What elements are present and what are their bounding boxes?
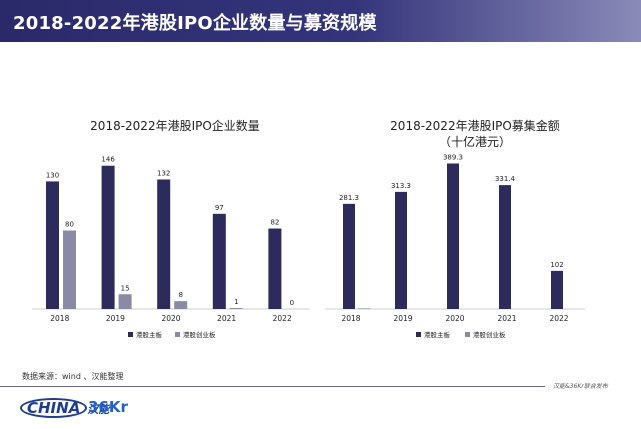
data-label-main-2022: 82 (270, 219, 279, 227)
data-label-main-2021: 331.4 (495, 175, 516, 183)
bar-main-2022 (268, 228, 282, 309)
chart2-subtitle: （十亿港元） (438, 135, 511, 149)
data-source-note: 数据来源：wind 、汉能整理 (22, 372, 124, 381)
legend-label-gem: 港股创业板 (183, 330, 216, 339)
data-label-gem-2021: 1 (234, 298, 238, 306)
legend-swatch-main (128, 332, 133, 337)
legend-label-main: 港股主板 (424, 330, 451, 339)
legend-swatch-main (416, 332, 421, 337)
x-tick-label-2020: 2020 (445, 314, 464, 323)
bar-main-2019 (395, 191, 407, 309)
data-label-main-2020: 389.3 (443, 153, 463, 161)
chart1-title: 2018-2022年港股IPO企业数量 (90, 119, 260, 133)
bar-main-2018 (343, 203, 355, 309)
chart2-title: 2018-2022年港股IPO募集金额 (390, 119, 560, 133)
bar-gem-2021 (229, 308, 243, 309)
china-renaissance-logo: CHINA 汉能 (20, 398, 109, 418)
x-tick-label-2018: 2018 (341, 314, 360, 323)
bar-main-2019 (101, 165, 115, 309)
x-tick-label-2019: 2019 (106, 314, 125, 323)
bar-gem-2019 (118, 294, 132, 309)
36kr-logo: 36Kr (88, 398, 128, 416)
x-tick-label-2022: 2022 (273, 314, 292, 323)
legend-label-main: 港股主板 (136, 330, 163, 339)
legend-swatch-gem (465, 332, 470, 337)
x-tick-label-2018: 2018 (50, 314, 69, 323)
x-tick-label-2021: 2021 (217, 314, 236, 323)
bar-main-2018 (46, 181, 59, 309)
x-tick-label-2022: 2022 (549, 314, 568, 323)
bar-main-2020 (157, 179, 171, 309)
bar-gem-2018 (63, 230, 76, 309)
data-label-main-2018: 281.3 (339, 194, 359, 202)
header-banner: 2018-2022年港股IPO企业数量与募资规模 (0, 0, 641, 42)
footer-credit: 汉能&36Kr联合发布 (553, 383, 608, 390)
bar-main-2021 (212, 213, 226, 309)
bar-gem-2018 (358, 308, 370, 309)
page-title: 2018-2022年港股IPO企业数量与募资规模 (13, 13, 377, 34)
data-label-gem-2018: 80 (65, 221, 74, 229)
data-label-main-2019: 313.3 (391, 182, 411, 190)
x-tick-label-2020: 2020 (161, 314, 180, 323)
data-label-main-2020: 132 (157, 169, 170, 177)
data-label-main-2019: 146 (101, 156, 115, 164)
bar-main-2021 (499, 185, 511, 309)
bar-gem-2020 (174, 301, 188, 309)
legend-label-gem: 港股创业板 (473, 330, 506, 339)
data-label-gem-2020: 8 (178, 291, 182, 299)
bar-main-2022 (551, 270, 563, 309)
data-label-main-2021: 97 (215, 204, 224, 212)
x-tick-label-2019: 2019 (393, 314, 412, 323)
bar-main-2020 (447, 163, 459, 309)
legend-swatch-gem (175, 332, 180, 337)
data-label-gem-2022: 0 (290, 299, 294, 307)
footer-divider (0, 386, 545, 387)
data-label-gem-2019: 15 (121, 284, 130, 292)
data-label-main-2018: 130 (46, 171, 59, 179)
x-tick-label-2021: 2021 (497, 314, 516, 323)
data-label-main-2022: 102 (550, 261, 563, 269)
